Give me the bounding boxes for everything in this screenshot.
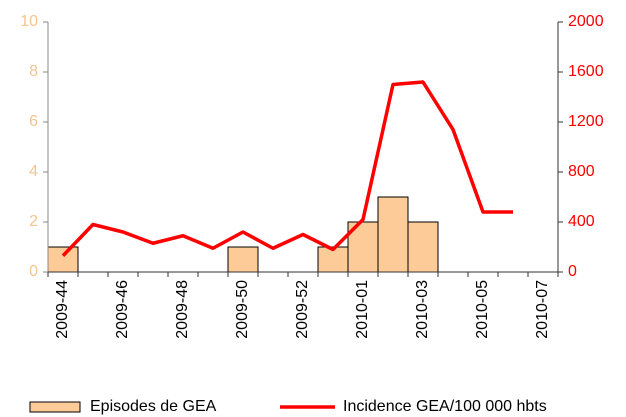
- x-tick-label: 2009-52: [294, 280, 311, 339]
- y2-tick-label: 0: [568, 263, 577, 280]
- y2-tick-label: 2000: [568, 13, 604, 30]
- x-tick-label: 2009-50: [234, 280, 251, 339]
- x-tick-label: 2009-48: [174, 280, 191, 339]
- legend-label: Episodes de GEA: [90, 398, 217, 415]
- x-tick-label: 2010-01: [354, 280, 371, 339]
- y-tick-label: 10: [20, 13, 38, 30]
- y-tick-label: 4: [29, 163, 38, 180]
- y2-tick-label: 400: [568, 213, 595, 230]
- x-tick-label: 2010-05: [474, 280, 491, 339]
- y2-tick-label: 1200: [568, 113, 604, 130]
- bar: [227, 246, 259, 273]
- x-tick-label: 2010-07: [534, 280, 551, 339]
- bar: [407, 221, 439, 273]
- y-tick-label: 8: [29, 63, 38, 80]
- legend-swatch: [29, 401, 81, 413]
- y2-tick-label: 800: [568, 163, 595, 180]
- y-tick-label: 0: [29, 263, 38, 280]
- x-tick-label: 2010-03: [414, 280, 431, 339]
- bar: [47, 246, 79, 273]
- bar: [377, 196, 409, 273]
- y2-tick-label: 1600: [568, 63, 604, 80]
- line: [61, 80, 513, 257]
- x-tick-label: 2009-46: [114, 280, 131, 339]
- y-tick-label: 6: [29, 113, 38, 130]
- legend-label: Incidence GEA/100 000 hbts: [343, 398, 547, 415]
- y-tick-label: 2: [29, 213, 38, 230]
- x-tick-label: 2009-44: [54, 280, 71, 339]
